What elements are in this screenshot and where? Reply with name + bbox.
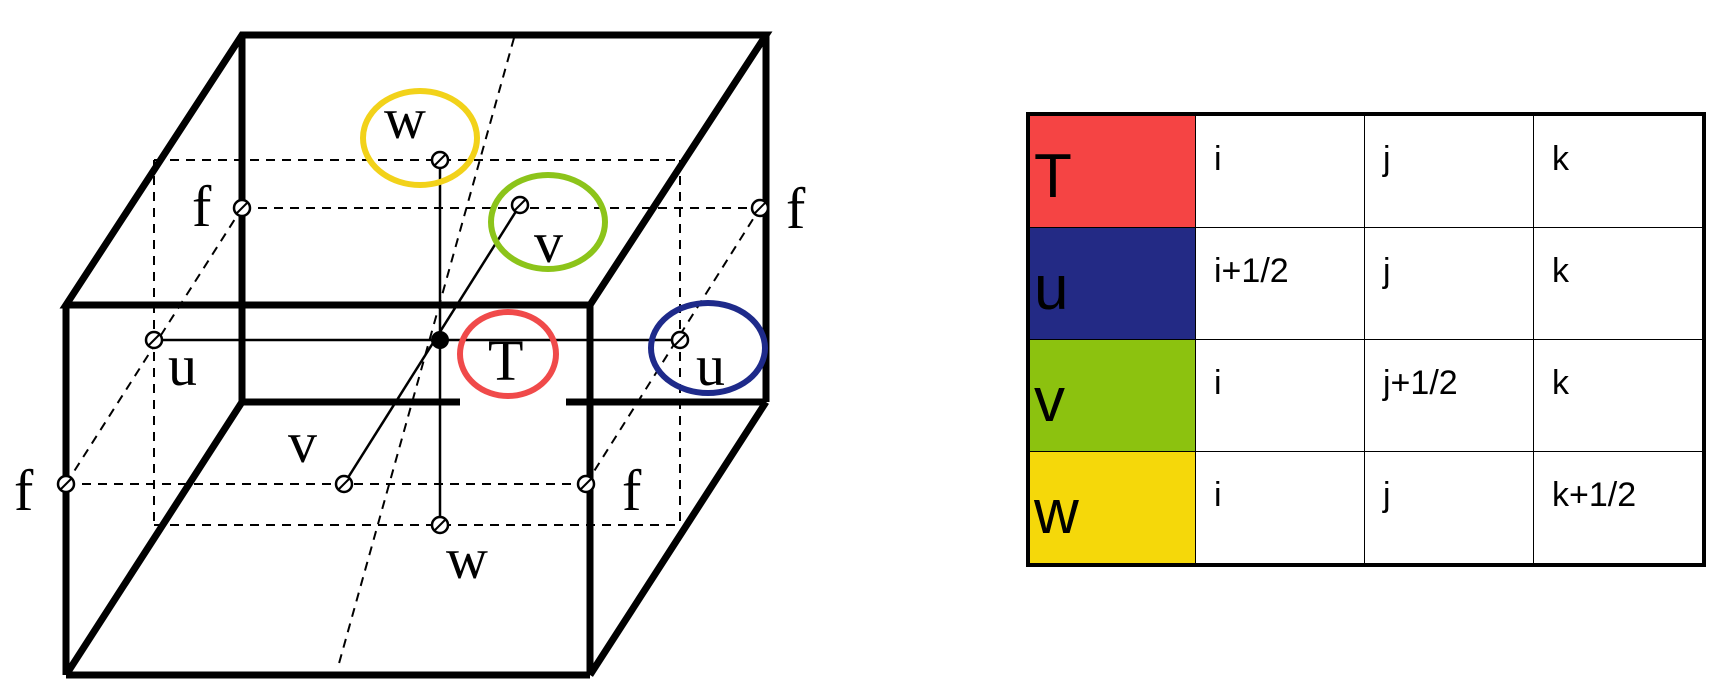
index-value: k xyxy=(1552,140,1569,178)
label-f-top-left: f xyxy=(192,174,212,239)
table-row: u i+1/2 j k xyxy=(1027,227,1705,340)
label-u-left: u xyxy=(168,333,197,398)
label-w-top: w xyxy=(384,86,426,151)
label-t-center: T xyxy=(488,328,523,393)
index-cell-k: k+1/2 xyxy=(1533,451,1705,566)
table-row: w i j k+1/2 xyxy=(1027,451,1705,566)
index-cell-j: j+1/2 xyxy=(1364,339,1534,452)
highlight-rings xyxy=(360,88,768,399)
markers xyxy=(56,150,770,535)
bottom-right-diagonal xyxy=(587,400,769,677)
index-value: j xyxy=(1383,140,1391,178)
index-cell-k: k xyxy=(1533,227,1705,340)
index-cell-j: j xyxy=(1364,451,1534,566)
center-point-dot xyxy=(431,331,449,349)
bottom-left-diagonal xyxy=(63,400,245,677)
index-value: k xyxy=(1552,364,1569,402)
marker-slashes xyxy=(59,153,767,532)
index-value: i+1/2 xyxy=(1214,252,1289,290)
ring-v xyxy=(488,172,608,272)
index-cell-i: i xyxy=(1195,113,1365,228)
index-value: j xyxy=(1383,476,1391,514)
variable-index-table: T i j k u i+1/2 j k v i j+1/2 k w i j xyxy=(1026,112,1706,567)
label-f-bottom-left: f xyxy=(14,458,34,523)
var-label: w xyxy=(1034,478,1079,547)
index-cell-i: i+1/2 xyxy=(1195,227,1365,340)
var-label: v xyxy=(1034,366,1065,435)
var-label: u xyxy=(1034,254,1069,323)
interior-lines xyxy=(154,160,680,525)
index-value: k+1/2 xyxy=(1552,476,1637,514)
table-row: T i j k xyxy=(1027,113,1705,228)
index-value: j xyxy=(1383,252,1391,290)
variable-labels: f f f f u u v v w w T xyxy=(14,86,806,591)
grid-cell-cube-diagram: f f f f u u v v w w T xyxy=(14,31,806,679)
index-value: k xyxy=(1552,252,1569,290)
ring-w xyxy=(360,88,480,188)
var-label: T xyxy=(1034,142,1072,211)
index-value: i xyxy=(1214,364,1222,402)
v-axis-line xyxy=(342,204,522,485)
index-cell-j: j xyxy=(1364,227,1534,340)
index-cell-i: i xyxy=(1195,451,1365,566)
swatch-v: v xyxy=(1027,339,1196,452)
ring-t xyxy=(457,309,559,399)
swatch-w: w xyxy=(1027,451,1196,566)
index-cell-j: j xyxy=(1364,113,1534,228)
index-cell-i: i xyxy=(1195,339,1365,452)
ring-u xyxy=(648,300,768,396)
table-row: v i j+1/2 k xyxy=(1027,339,1705,452)
swatch-t: T xyxy=(1027,113,1196,228)
label-v-top: v xyxy=(534,210,563,275)
top-face-edges xyxy=(59,31,773,309)
index-cell-k: k xyxy=(1533,113,1705,228)
label-f-top-right: f xyxy=(786,176,806,241)
index-value: j+1/2 xyxy=(1383,364,1458,402)
index-value: i xyxy=(1214,476,1222,514)
swatch-u: u xyxy=(1027,227,1196,340)
label-f-bottom-right: f xyxy=(622,458,642,523)
index-value: i xyxy=(1214,140,1222,178)
label-v-bottom: v xyxy=(288,410,317,475)
label-u-right: u xyxy=(696,333,725,398)
index-cell-k: k xyxy=(1533,339,1705,452)
label-w-bottom: w xyxy=(446,526,488,591)
